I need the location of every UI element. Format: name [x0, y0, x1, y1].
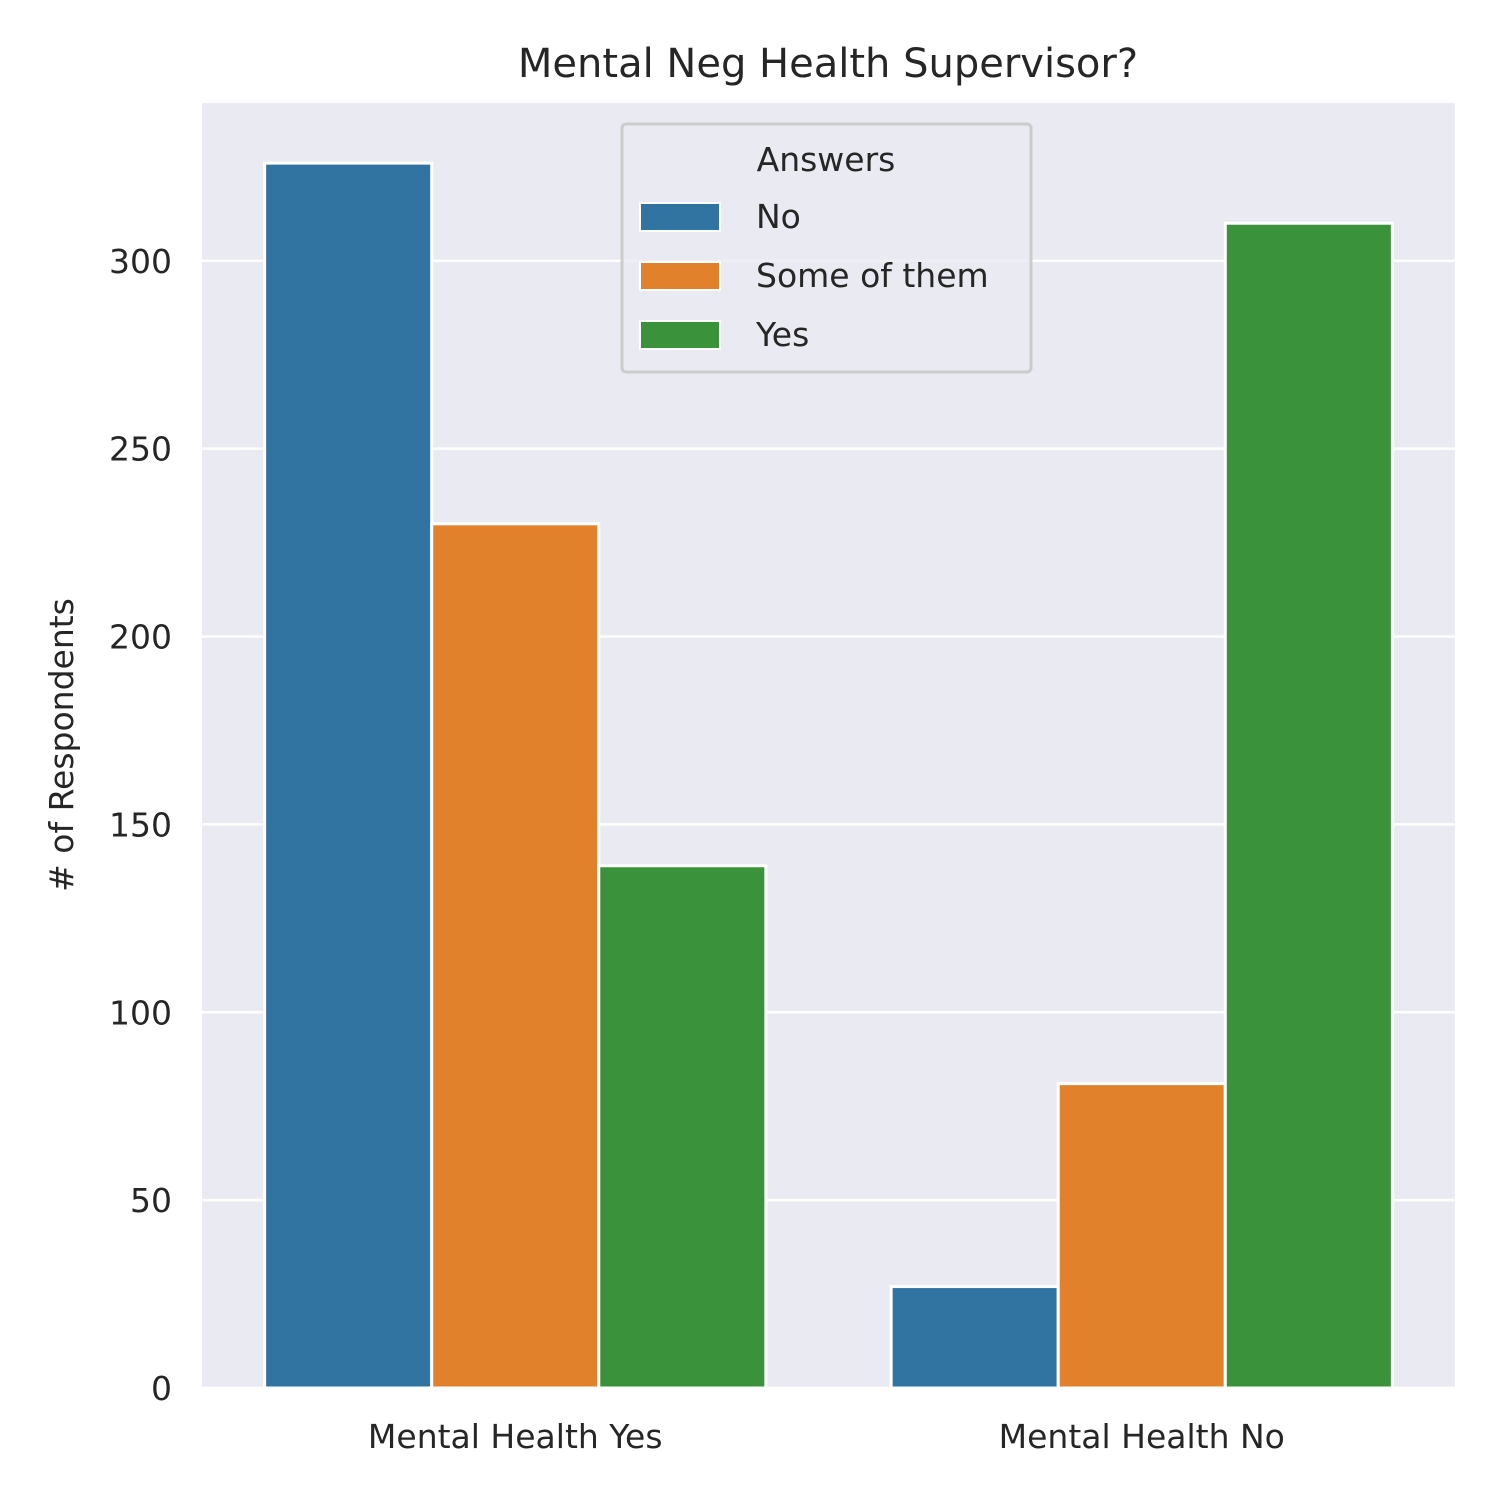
legend: Answers No Some of them Yes [620, 122, 1033, 374]
bar-some-of-them-1 [1056, 1082, 1227, 1390]
x-tick-label: Mental Health Yes [368, 1417, 663, 1456]
legend-swatch [639, 261, 721, 291]
x-tick-label: Mental Health No [999, 1417, 1285, 1456]
bar-no-1 [889, 1285, 1060, 1390]
bar-no-0 [263, 161, 434, 1390]
legend-swatch [639, 320, 721, 350]
y-tick-label: 0 [151, 1369, 172, 1408]
bars [263, 161, 1394, 1390]
y-tick-label: 250 [109, 430, 172, 469]
legend-label: No [756, 197, 801, 236]
y-tick-label: 50 [130, 1181, 172, 1220]
bar-yes-0 [597, 864, 768, 1390]
y-tick-label: 200 [109, 618, 172, 657]
bar-some-of-them-0 [430, 522, 601, 1390]
legend-swatch [639, 202, 721, 232]
legend-label: Yes [755, 315, 809, 354]
y-axis-ticks: 0 50 100 150 200 250 300 [109, 242, 172, 1408]
x-axis-ticks: Mental Health Yes Mental Health No [368, 1417, 1285, 1456]
y-tick-label: 150 [109, 805, 172, 844]
legend-box [620, 122, 1033, 374]
legend-title: Answers [757, 140, 896, 179]
bar-yes-1 [1223, 221, 1394, 1390]
y-tick-label: 300 [109, 242, 172, 281]
legend-label: Some of them [756, 256, 989, 295]
y-tick-label: 100 [109, 993, 172, 1032]
chart-title: Mental Neg Health Supervisor? [518, 41, 1138, 87]
y-axis-label: # of Respondents [42, 598, 81, 892]
